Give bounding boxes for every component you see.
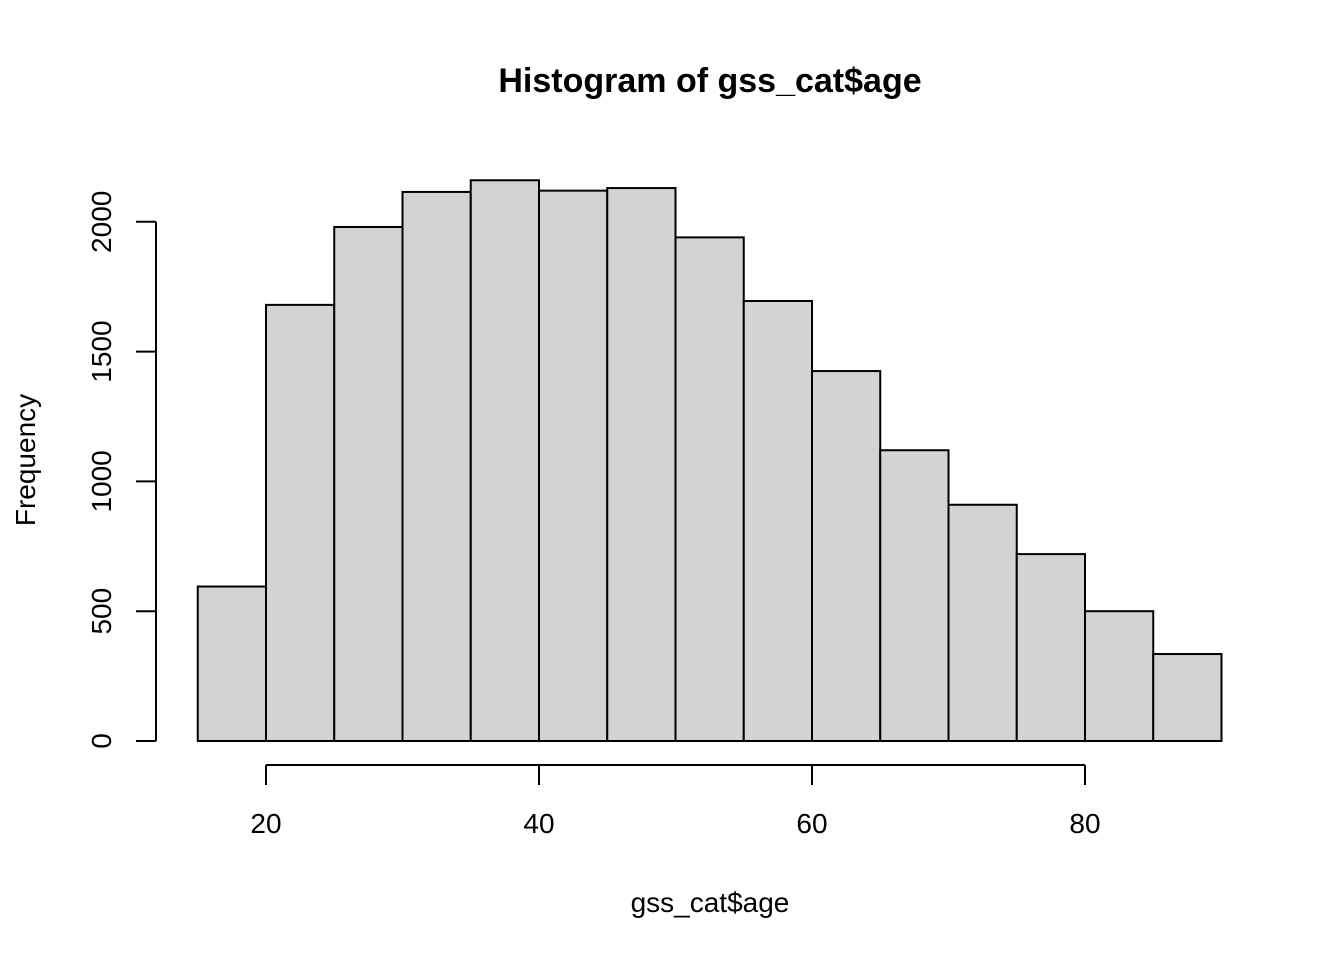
histogram-bar-35-40 (469, 179, 540, 743)
histogram-bar-55-60 (742, 299, 813, 742)
histogram-bar-30-35 (401, 190, 472, 743)
x-axis-label: gss_cat$age (631, 887, 790, 918)
y-tick-label-1500: 1500 (86, 320, 117, 382)
chart-title: Histogram of gss_cat$age (498, 62, 921, 100)
bars-group (196, 179, 1223, 743)
x-axis: 20 40 60 80 (250, 764, 1101, 839)
histogram-bar-45-50 (606, 187, 677, 742)
histogram-bar-65-70 (879, 449, 950, 742)
histogram-bar-75-80 (1015, 553, 1086, 743)
y-tick-label-1000: 1000 (86, 450, 117, 512)
y-axis-label: Frequency (10, 394, 41, 526)
histogram-bar-80-85 (1084, 610, 1155, 743)
histogram-bar-20-25 (265, 303, 336, 742)
histogram-bar-60-65 (811, 370, 882, 742)
y-tick-label-0: 0 (86, 733, 117, 749)
x-tick-label-80: 80 (1069, 808, 1100, 839)
x-tick-label-40: 40 (523, 808, 554, 839)
y-axis: 0 500 1000 1500 2000 (86, 191, 157, 749)
y-tick-label-500: 500 (86, 588, 117, 635)
x-tick-label-60: 60 (796, 808, 827, 839)
histogram-bar-25-30 (333, 225, 404, 742)
y-tick-label-2000: 2000 (86, 191, 117, 253)
histogram-bar-40-45 (538, 189, 609, 742)
x-tick-label-20: 20 (250, 808, 281, 839)
histogram-bar-85-90 (1152, 653, 1223, 742)
histogram-bar-15-20 (196, 585, 267, 743)
histogram-bar-50-55 (674, 236, 745, 742)
histogram-bar-70-75 (947, 503, 1018, 742)
